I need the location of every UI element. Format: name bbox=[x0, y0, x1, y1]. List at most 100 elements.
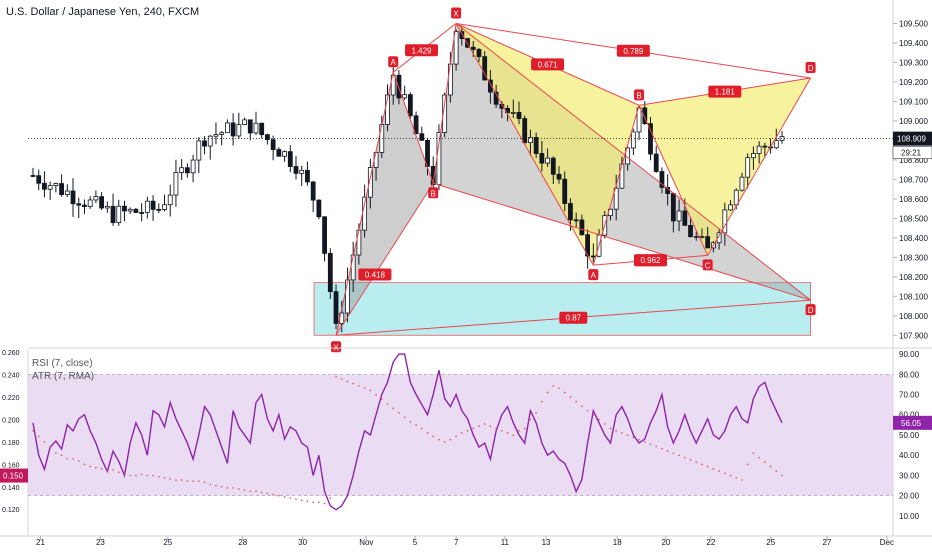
rsi-last-badge bbox=[893, 415, 932, 430]
atr-dot bbox=[666, 450, 669, 452]
atr-dot bbox=[129, 474, 131, 477]
rsi-tick-label: 20.00 bbox=[899, 492, 920, 501]
atr-dot bbox=[398, 411, 400, 414]
candle-body bbox=[470, 46, 476, 50]
candle-body bbox=[276, 149, 282, 157]
countdown-badge bbox=[892, 146, 932, 159]
candle-body bbox=[396, 74, 402, 99]
candle-body bbox=[705, 236, 711, 249]
atr-dot bbox=[226, 487, 229, 489]
candle-body bbox=[144, 200, 150, 213]
pattern-point-badge bbox=[702, 259, 713, 271]
candle-body bbox=[87, 199, 93, 207]
atr-dot bbox=[552, 385, 555, 387]
candle-body bbox=[367, 167, 373, 198]
leg-xa-1 bbox=[335, 72, 394, 336]
candle-body bbox=[476, 49, 482, 58]
candle-body bbox=[659, 171, 665, 188]
time-tick-label: 21 bbox=[36, 538, 45, 547]
atr-dot bbox=[43, 441, 46, 443]
price-tick-label: 108.300 bbox=[899, 253, 928, 262]
candle-body bbox=[562, 178, 568, 204]
candle-body bbox=[93, 196, 99, 201]
candle-body bbox=[568, 203, 573, 221]
atr-tick-label: 0.140 bbox=[2, 485, 20, 492]
atr-dot bbox=[272, 493, 274, 496]
candle-body bbox=[699, 236, 705, 238]
atr-tick-label: 0.260 bbox=[2, 350, 20, 357]
atr-dot bbox=[632, 436, 635, 439]
atr-dot bbox=[689, 459, 692, 461]
atr-dot bbox=[249, 490, 252, 493]
rsi-tick-label: 90.00 bbox=[899, 350, 920, 359]
atr-dot bbox=[117, 471, 120, 473]
candle-body bbox=[242, 119, 247, 126]
candle-body bbox=[356, 229, 362, 256]
candle-body bbox=[70, 190, 76, 205]
atr-dot bbox=[203, 481, 206, 484]
atr-dot bbox=[501, 429, 503, 432]
candle-body bbox=[488, 79, 493, 93]
atr-dot bbox=[661, 447, 663, 450]
candle-body bbox=[305, 169, 310, 183]
candle-body bbox=[327, 252, 333, 293]
atr-dot bbox=[60, 454, 63, 457]
atr-dot bbox=[415, 424, 417, 426]
candle-body bbox=[579, 219, 585, 236]
atr-dot bbox=[638, 438, 640, 441]
price-tick-label: 108.400 bbox=[899, 234, 928, 243]
candle-body bbox=[636, 107, 642, 133]
atr-tick-label: 0.120 bbox=[2, 507, 20, 514]
candle-body bbox=[30, 175, 36, 177]
atr-dot bbox=[575, 400, 577, 403]
candle-body bbox=[64, 190, 70, 195]
pattern2-triangle-xab bbox=[456, 23, 640, 266]
candle-body bbox=[619, 163, 625, 189]
pattern-point-badge bbox=[634, 89, 645, 101]
atr-dot bbox=[289, 497, 292, 499]
candle-body bbox=[53, 183, 59, 186]
atr-dot bbox=[603, 423, 606, 425]
atr-dot bbox=[392, 407, 395, 410]
candle-body bbox=[139, 212, 145, 214]
price-tick-label: 108.200 bbox=[899, 273, 928, 282]
atr-dot bbox=[712, 468, 715, 470]
atr-dot bbox=[466, 429, 469, 432]
atr-dot bbox=[781, 474, 783, 477]
candle-body bbox=[430, 166, 436, 185]
time-tick-label: Dec bbox=[880, 538, 894, 547]
pattern-point-label: A bbox=[391, 58, 397, 67]
atr-dot bbox=[295, 498, 297, 500]
atr-dot bbox=[655, 445, 658, 448]
time-tick-label: Nov bbox=[359, 538, 373, 547]
candle-body bbox=[110, 205, 116, 224]
candle-body bbox=[733, 189, 739, 206]
candle-body bbox=[590, 255, 596, 258]
last-price-badge bbox=[893, 131, 932, 146]
ratio-badge bbox=[633, 254, 667, 267]
time-tick-label: 30 bbox=[298, 538, 307, 547]
atr-dot bbox=[775, 470, 778, 472]
price-tick-label: 109.200 bbox=[899, 78, 928, 87]
ratio-badge bbox=[616, 44, 650, 57]
atr-dot bbox=[232, 487, 234, 489]
candle-body bbox=[728, 204, 733, 211]
atr-dot bbox=[615, 429, 617, 432]
atr-dot bbox=[198, 480, 200, 482]
candle-body bbox=[676, 210, 682, 222]
atr-dot bbox=[180, 479, 183, 481]
atr-dot bbox=[89, 465, 91, 468]
atr-dot bbox=[523, 427, 526, 430]
atr-dot bbox=[329, 497, 332, 499]
pattern-point-badge bbox=[805, 304, 816, 316]
candle-body bbox=[510, 112, 516, 114]
rsi-tick-label: 30.00 bbox=[899, 471, 920, 480]
atr-dot bbox=[318, 501, 320, 504]
atr-dot bbox=[609, 427, 612, 430]
atr-dot bbox=[335, 376, 337, 378]
atr-dot bbox=[306, 500, 309, 503]
candle-body bbox=[202, 140, 207, 147]
ratio-label: 0.671 bbox=[538, 60, 559, 69]
rsi-tick-label: 80.00 bbox=[899, 370, 920, 379]
